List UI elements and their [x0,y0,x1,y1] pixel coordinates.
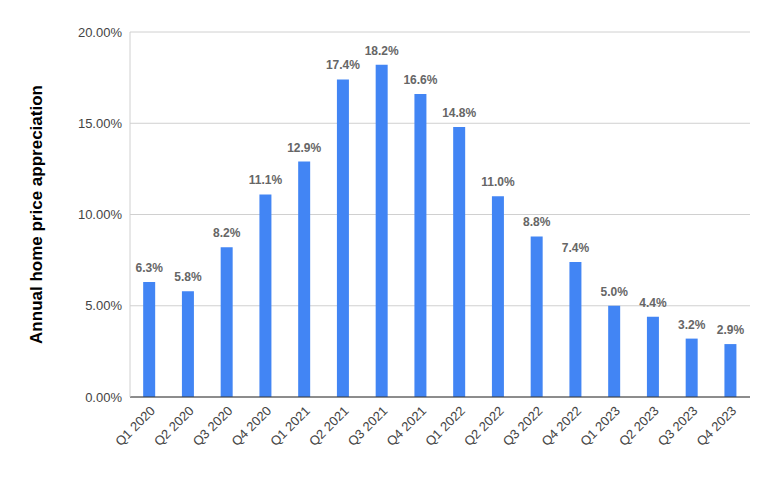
svg-text:6.3%: 6.3% [135,261,163,275]
svg-text:16.6%: 16.6% [403,73,437,87]
svg-text:Q1 2020: Q1 2020 [112,403,158,449]
svg-text:Q4 2021: Q4 2021 [383,403,429,449]
svg-text:Q3 2022: Q3 2022 [500,403,546,449]
svg-text:5.0%: 5.0% [600,285,628,299]
svg-text:Q2 2022: Q2 2022 [461,403,507,449]
svg-text:Q2 2023: Q2 2023 [616,403,662,449]
svg-text:11.0%: 11.0% [481,175,515,189]
svg-text:3.2%: 3.2% [678,318,706,332]
svg-text:Q3 2020: Q3 2020 [190,403,236,449]
svg-text:10.00%: 10.00% [78,207,123,222]
svg-text:0.00%: 0.00% [85,390,122,405]
svg-text:Q3 2023: Q3 2023 [655,403,701,449]
svg-text:14.8%: 14.8% [442,106,476,120]
svg-text:11.1%: 11.1% [249,173,283,187]
svg-text:Q4 2020: Q4 2020 [228,403,274,449]
svg-text:12.9%: 12.9% [287,141,321,155]
svg-text:2.9%: 2.9% [717,323,745,337]
svg-text:8.8%: 8.8% [523,215,551,229]
svg-text:17.4%: 17.4% [326,58,360,72]
svg-text:Q2 2020: Q2 2020 [151,403,197,449]
svg-text:4.4%: 4.4% [639,296,667,310]
svg-text:Q1 2021: Q1 2021 [267,403,313,449]
svg-text:8.2%: 8.2% [213,226,241,240]
svg-text:Q4 2023: Q4 2023 [693,403,739,449]
svg-text:Annual home price appreciation: Annual home price appreciation [27,85,46,344]
svg-text:20.00%: 20.00% [78,25,123,40]
svg-text:18.2%: 18.2% [365,44,399,58]
svg-text:15.00%: 15.00% [78,116,123,131]
svg-text:Q1 2023: Q1 2023 [577,403,623,449]
svg-text:Q3 2021: Q3 2021 [345,403,391,449]
svg-text:Q4 2022: Q4 2022 [538,403,584,449]
svg-text:Q2 2021: Q2 2021 [306,403,352,449]
svg-text:5.00%: 5.00% [85,298,122,313]
svg-text:5.8%: 5.8% [174,270,202,284]
svg-text:Q1 2022: Q1 2022 [422,403,468,449]
svg-text:7.4%: 7.4% [562,241,590,255]
